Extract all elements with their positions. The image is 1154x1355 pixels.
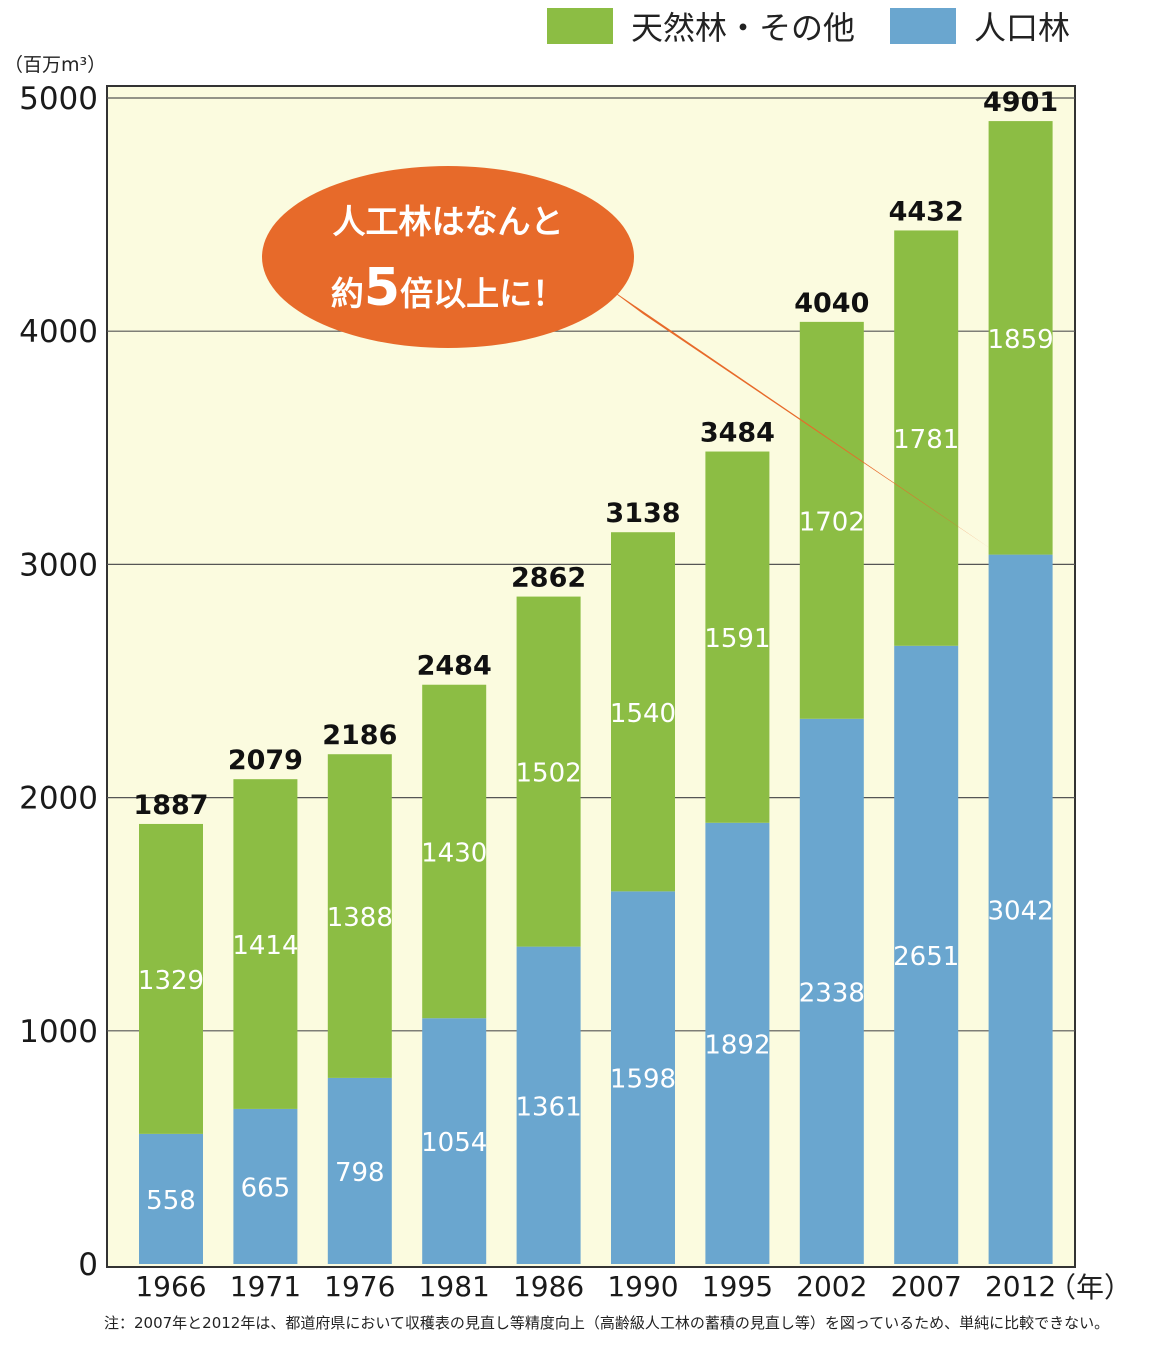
bar-natural-forest: [327, 754, 392, 1078]
callout-pointer: [600, 282, 991, 549]
bar-natural-forest: [705, 451, 770, 823]
x-tick-label: 1971: [230, 1270, 301, 1303]
bar-planted-forest: [988, 554, 1053, 1264]
data-label-total: 2484: [417, 651, 492, 682]
bar-natural-forest: [516, 596, 581, 947]
x-tick-label: 1976: [324, 1270, 395, 1303]
y-axis-unit-label: （百万m³）: [4, 54, 107, 76]
data-label-total: 3484: [700, 418, 775, 449]
callout-line2-number: 5: [364, 258, 400, 318]
x-tick-label: 1966: [135, 1270, 206, 1303]
data-label-planted: 665: [241, 1173, 291, 1203]
data-label-natural: 1781: [893, 425, 959, 455]
data-label-natural: 1540: [610, 699, 676, 729]
data-label-natural: 1414: [232, 931, 298, 961]
callout-bubble: [262, 166, 634, 348]
footnote: 注：2007年と2012年は、都道府県において収穫表の見直し等精度向上（高齢級人…: [104, 1314, 1110, 1332]
bar-natural-forest: [422, 684, 487, 1019]
data-label-planted: 2651: [893, 942, 959, 972]
legend-item-natural-forest: 天然林・その他: [547, 5, 855, 47]
bar-planted-forest: [516, 946, 581, 1264]
y-tick-label: 3000: [19, 547, 98, 583]
data-label-planted: 798: [335, 1158, 385, 1188]
bar-natural-forest: [988, 121, 1053, 555]
bar-planted-forest: [139, 1133, 203, 1264]
x-tick-label: 2002: [796, 1270, 867, 1303]
data-label-total: 2862: [511, 563, 586, 594]
x-tick-label: 1981: [419, 1270, 490, 1303]
y-tick-label: 0: [78, 1247, 98, 1283]
bar-planted-forest: [705, 822, 770, 1264]
data-label-total: 3138: [605, 498, 680, 529]
bar-planted-forest: [422, 1018, 487, 1264]
bar-natural-forest: [611, 532, 675, 892]
bar-planted-forest: [894, 645, 959, 1264]
data-label-planted: 2338: [799, 978, 865, 1008]
legend-swatch-natural-forest: [547, 8, 613, 44]
legend-swatch-planted-forest: [890, 8, 956, 44]
x-tick-label: 2007: [891, 1270, 962, 1303]
callout-line2-prefix: 約: [331, 274, 364, 313]
data-label-natural: 1329: [138, 966, 204, 996]
data-label-total: 2079: [228, 745, 303, 776]
data-label-planted: 1054: [421, 1128, 487, 1158]
legend-label-planted-forest: 人口林: [974, 9, 1071, 47]
data-label-natural: 1430: [421, 838, 487, 868]
bar-planted-forest: [327, 1077, 392, 1264]
data-label-planted: 1598: [610, 1065, 676, 1095]
data-label-total: 1887: [133, 790, 208, 821]
data-label-total: 4040: [794, 288, 869, 319]
bar-natural-forest: [139, 823, 203, 1134]
legend-label-natural-forest: 天然林・その他: [631, 9, 856, 47]
y-tick-label: 1000: [19, 1014, 98, 1050]
bar-natural-forest: [233, 779, 298, 1109]
callout-line1: 人工林はなんと: [333, 202, 564, 241]
y-tick-label: 5000: [19, 81, 98, 117]
data-label-natural: 1388: [327, 903, 393, 933]
x-axis-unit-label: （年）: [1048, 1271, 1133, 1304]
x-tick-label: 1995: [702, 1270, 773, 1303]
data-label-total: 4901: [983, 87, 1058, 118]
data-label-natural: 1502: [516, 759, 582, 789]
y-tick-label: 4000: [19, 314, 98, 350]
data-label-planted: 558: [146, 1186, 196, 1216]
callout-line2-suffix: 倍以上に！: [400, 274, 565, 313]
data-label-total: 2186: [322, 720, 397, 751]
bar-planted-forest: [233, 1108, 298, 1264]
data-label-natural: 1591: [704, 624, 770, 654]
data-label-planted: 1361: [516, 1092, 582, 1122]
data-label-natural: 1859: [988, 325, 1054, 355]
data-label-natural: 1702: [799, 507, 865, 537]
bar-natural-forest: [799, 321, 864, 719]
callout-line2: 約5倍以上に！: [331, 258, 565, 318]
y-tick-label: 2000: [19, 781, 98, 817]
bar-natural-forest: [894, 230, 959, 646]
legend-item-planted-forest: 人口林: [890, 5, 1070, 47]
data-label-planted: 3042: [988, 896, 1054, 926]
data-label-total: 4432: [889, 196, 964, 227]
x-tick-label: 2012: [985, 1270, 1056, 1303]
bar-planted-forest: [611, 891, 675, 1264]
x-tick-label: 1986: [513, 1270, 584, 1303]
x-tick-label: 1990: [607, 1270, 678, 1303]
bar-planted-forest: [799, 718, 864, 1264]
data-label-planted: 1892: [704, 1030, 770, 1060]
